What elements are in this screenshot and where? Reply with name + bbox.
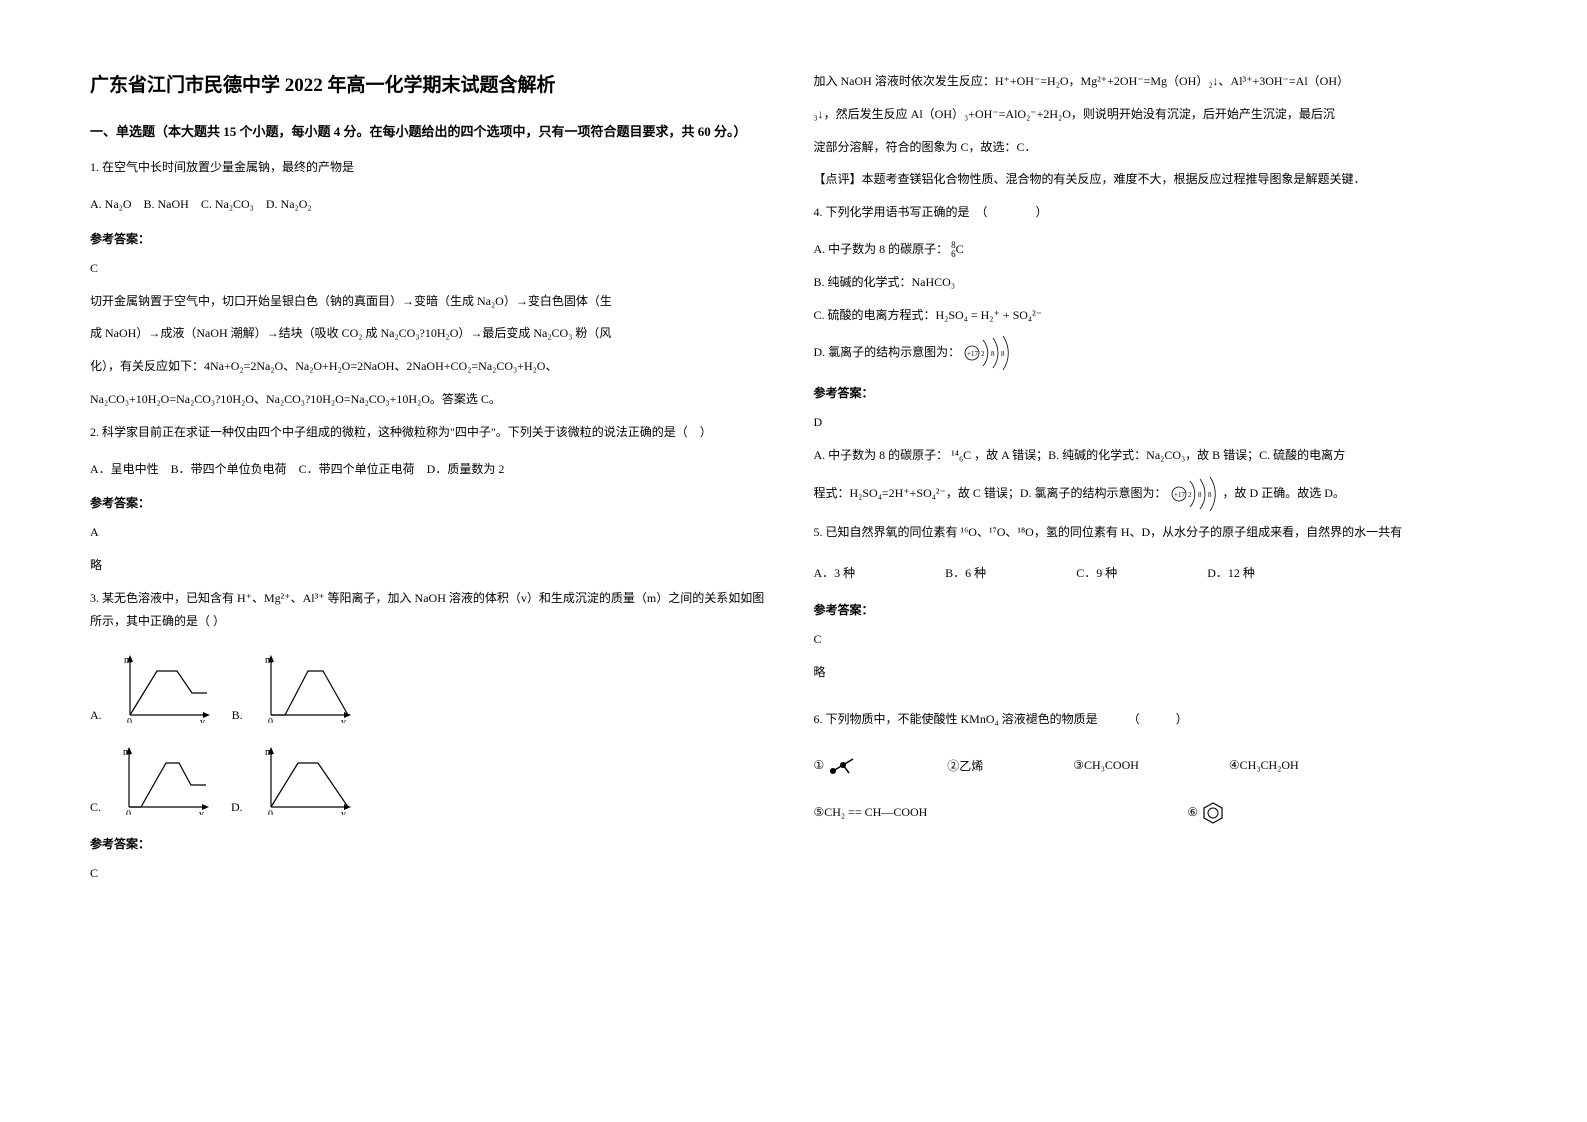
q2-options: A．呈电中性 B．带四个单位负电荷 C．带四个单位正电荷 D．质量数为 2 bbox=[90, 458, 774, 481]
svg-text:0: 0 bbox=[268, 809, 273, 815]
q3-optC-label: C. bbox=[90, 800, 101, 815]
q5-stem: 5. 已知自然界氧的同位素有 ¹⁶O、¹⁷O、¹⁸O，氢的同位素有 H、D，从水… bbox=[814, 521, 1498, 544]
q5-optD: D．12 种 bbox=[1207, 564, 1255, 581]
q3-stem: 3. 某无色溶液中，已知含有 H⁺、Mg²⁺、Al³⁺ 等阳离子，加入 NaOH… bbox=[90, 587, 774, 633]
graph-c-icon: m v 0 bbox=[121, 745, 211, 815]
q3-optB-label: B. bbox=[232, 708, 243, 723]
svg-text:8: 8 bbox=[1001, 350, 1005, 358]
q3-right-1: 加入 NaOH 溶液时依次发生反应：H⁺+OH⁻=H₂O，Mg²⁺+2OH⁻=M… bbox=[814, 70, 1498, 93]
svg-text:8: 8 bbox=[991, 350, 995, 358]
svg-text:0: 0 bbox=[126, 809, 131, 815]
q3-right-comment: 【点评】本题考查镁铝化合物性质、混合物的有关反应，难度不大，根据反应过程推导图象… bbox=[814, 168, 1498, 191]
q6-opt6-label: ⑥ bbox=[1187, 804, 1198, 818]
q4-explain-1: A. 中子数为 8 的碳原子： ¹⁴₆C ，故 A 错误；B. 纯碱的化学式：N… bbox=[814, 444, 1498, 467]
q3-graphs-row2: C. m v 0 D. m v 0 bbox=[90, 745, 774, 815]
q2-stem: 2. 科学家目前正在求证一种仅由四个中子组成的微粒，这种微粒称为"四中子"。下列… bbox=[90, 421, 774, 444]
q4-optC: C. 硫酸的电离方程式：H₂SO₄ = H₂⁺ + SO₄²⁻ bbox=[814, 304, 1498, 327]
svg-text:8: 8 bbox=[1198, 491, 1202, 499]
q2-answer-label: 参考答案： bbox=[90, 494, 774, 511]
q1-explain-2: 成 NaOH）→成液（NaOH 潮解）→结块（吸收 CO₂ 成 Na₂CO₃?1… bbox=[90, 322, 774, 345]
q4-explain1-pre: A. 中子数为 8 的碳原子： bbox=[814, 448, 949, 462]
q2-answer: A bbox=[90, 525, 774, 540]
q6-opt4: ④CH₃CH₂OH bbox=[1229, 758, 1299, 773]
q4-optA-pre: A. 中子数为 8 的碳原子： bbox=[814, 242, 949, 256]
right-column: 加入 NaOH 溶液时依次发生反应：H⁺+OH⁻=H₂O，Mg²⁺+2OH⁻=M… bbox=[814, 70, 1498, 1052]
q6-opt5: ⑤CH₂ == CH—COOH bbox=[814, 805, 928, 820]
q5-options: A．3 种 B．6 种 C．9 种 D．12 种 bbox=[814, 564, 1498, 581]
q1-explain-4: Na₂CO₃+10H₂O=Na₂CO₃?10H₂O、Na₂CO₃?10H₂O=N… bbox=[90, 388, 774, 411]
q6-opt3: ③CH₃COOH bbox=[1073, 758, 1139, 773]
q6-opt6: ⑥ bbox=[1187, 801, 1225, 825]
q6-stem: 6. 下列物质中，不能使酸性 KMnO₄ 溶液褪色的物质是 （ ） bbox=[814, 708, 1498, 731]
q4-optA: A. 中子数为 8 的碳原子： 8 6 C bbox=[814, 238, 1498, 261]
atom-structure-icon-2: +17 2 8 8 bbox=[1170, 477, 1220, 511]
q4-explain1-suf: ，故 A 错误；B. 纯碱的化学式：Na₂CO₃，故 B 错误；C. 硫酸的电离… bbox=[974, 448, 1345, 462]
q6-options-row2: ⑤CH₂ == CH—COOH ⑥ bbox=[814, 801, 1498, 825]
graph-d-icon: m v 0 bbox=[263, 745, 353, 815]
q3-answer: C bbox=[90, 866, 774, 881]
q3-right-2: ₃↓，然后发生反应 Al（OH）₃+OH⁻=AlO₂⁻+2H₂O，则说明开始没有… bbox=[814, 103, 1498, 126]
q4-optB: B. 纯碱的化学式：NaHCO₃ bbox=[814, 271, 1498, 294]
q3-answer-label: 参考答案： bbox=[90, 835, 774, 852]
atom-structure-icon: +17 2 8 8 bbox=[963, 336, 1013, 370]
q4-optA-suf: C bbox=[956, 242, 964, 256]
q3-right-3: 淀部分溶解，符合的图象为 C，故选：C． bbox=[814, 136, 1498, 159]
svg-text:+17: +17 bbox=[1174, 491, 1185, 499]
svg-text:2: 2 bbox=[981, 350, 985, 358]
q5-optA: A．3 种 bbox=[814, 564, 856, 581]
q1-answer-label: 参考答案： bbox=[90, 230, 774, 247]
svg-text:v: v bbox=[341, 809, 346, 815]
left-column: 广东省江门市民德中学 2022 年高一化学期末试题含解析 一、单选题（本大题共 … bbox=[90, 70, 774, 1052]
svg-text:v: v bbox=[200, 717, 205, 723]
q1-explain-1: 切开金属钠置于空气中，切口开始呈银白色（钠的真面目）→变暗（生成 Na₂O）→变… bbox=[90, 290, 774, 313]
q5-optB: B．6 种 bbox=[945, 564, 986, 581]
svg-text:v: v bbox=[341, 717, 346, 723]
q3-graphs-row1: A. m v 0 B. m v 0 bbox=[90, 653, 774, 723]
q1-stem: 1. 在空气中长时间放置少量金属钠，最终的产物是 bbox=[90, 156, 774, 179]
q6-opt2: ②乙烯 bbox=[947, 757, 983, 774]
q4-stem: 4. 下列化学用语书写正确的是 （ ） bbox=[814, 201, 1498, 224]
q4-optD: D. 氯离子的结构示意图为： +17 2 8 8 bbox=[814, 336, 1498, 370]
q4-explain2-text: 程式：H₂SO₄=2H⁺+SO₄²⁻，故 C 错误；D. 氯离子的结构示意图为： bbox=[814, 486, 1167, 500]
graph-b-icon: m v 0 bbox=[263, 653, 353, 723]
svg-text:0: 0 bbox=[127, 717, 132, 723]
q1-options: A. Na₂O B. NaOH C. Na₂CO₃ D. Na₂O₂ bbox=[90, 193, 774, 216]
q6-options-row1: ① ②乙烯 ③CH₃COOH ④CH₃CH₂OH bbox=[814, 755, 1498, 777]
svg-text:v: v bbox=[199, 809, 204, 815]
q5-answer-label: 参考答案： bbox=[814, 601, 1498, 618]
q4-answer: D bbox=[814, 415, 1498, 430]
molecule-icon-1 bbox=[827, 755, 857, 777]
q3-optA-label: A. bbox=[90, 708, 102, 723]
q4-optD-text: D. 氯离子的结构示意图为： bbox=[814, 345, 961, 359]
svg-text:0: 0 bbox=[268, 717, 273, 723]
q1-explain-3: 化），有关反应如下：4Na+O₂=2Na₂O、Na₂O+H₂O=2NaOH、2N… bbox=[90, 355, 774, 378]
q4-answer-label: 参考答案： bbox=[814, 384, 1498, 401]
q3-optD-label: D. bbox=[231, 800, 243, 815]
q5-note: 略 bbox=[814, 661, 1498, 684]
svg-text:8: 8 bbox=[1208, 491, 1212, 499]
q4-explain1-c: ¹⁴₆C bbox=[951, 448, 971, 462]
page-title: 广东省江门市民德中学 2022 年高一化学期末试题含解析 bbox=[90, 70, 774, 97]
q6-opt1: ① bbox=[814, 755, 858, 777]
section-header: 一、单选题（本大题共 15 个小题，每小题 4 分。在每小题给出的四个选项中，只… bbox=[90, 121, 774, 140]
q2-note: 略 bbox=[90, 554, 774, 577]
q1-answer: C bbox=[90, 261, 774, 276]
q5-answer: C bbox=[814, 632, 1498, 647]
q4-explain-2: 程式：H₂SO₄=2H⁺+SO₄²⁻，故 C 错误；D. 氯离子的结构示意图为：… bbox=[814, 477, 1498, 511]
q6-opt1-label: ① bbox=[814, 757, 825, 771]
svg-text:+17: +17 bbox=[967, 350, 978, 358]
svg-text:2: 2 bbox=[1188, 491, 1192, 499]
benzene-icon bbox=[1201, 801, 1225, 825]
q5-optC: C．9 种 bbox=[1076, 564, 1117, 581]
graph-a-icon: m v 0 bbox=[122, 653, 212, 723]
q4-explain2-suf: ，故 D 正确。故选 D。 bbox=[1223, 486, 1345, 500]
